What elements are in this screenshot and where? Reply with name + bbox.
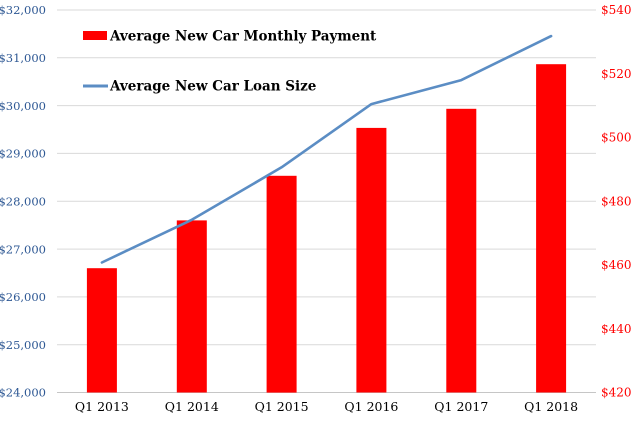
bar-q1-2015 [266, 175, 297, 393]
y-axis-left-tick-label: $31,000 [0, 51, 46, 65]
y-axis-left-tick-label: $30,000 [0, 99, 46, 113]
y-axis-right-tick-label: $420 [601, 386, 632, 400]
x-axis-tick-label: Q1 2017 [434, 399, 488, 414]
y-axis-left-tick-label: $26,000 [0, 290, 46, 304]
y-axis-right-tick-label: $500 [601, 131, 632, 145]
x-axis-tick-label: Q1 2014 [165, 399, 219, 414]
x-axis-tick-label: Q1 2016 [344, 399, 398, 414]
bar-q1-2013 [86, 268, 117, 393]
bar-q1-2016 [356, 127, 387, 393]
x-axis-tick-label: Q1 2013 [75, 399, 129, 414]
x-axis-tick-label: Q1 2015 [255, 399, 309, 414]
x-axis-tick-label: Q1 2018 [524, 399, 578, 414]
bar-q1-2017 [446, 108, 477, 393]
legend-label-loan-size: Average New Car Loan Size [109, 79, 316, 95]
y-axis-right-tick-label: $540 [601, 3, 632, 17]
y-axis-right-tick-label: $440 [601, 322, 632, 336]
loan-size-line [100, 34, 553, 264]
y-axis-left-tick-label: $28,000 [0, 194, 46, 208]
y-axis-right-tick-label: $460 [601, 258, 632, 272]
y-axis-left-tick-label: $24,000 [0, 386, 46, 400]
y-axis-right-tick-label: $520 [601, 67, 632, 81]
legend-label-monthly-payment: Average New Car Monthly Payment [109, 29, 377, 45]
y-axis-left-tick-label: $32,000 [0, 3, 46, 17]
bar-q1-2014 [176, 220, 207, 393]
y-axis-left-tick-label: $25,000 [0, 338, 46, 352]
legend-swatch-monthly-payment [83, 31, 107, 40]
y-axis-left-tick-label: $27,000 [0, 242, 46, 256]
y-axis-left-tick-label: $29,000 [0, 147, 46, 161]
bar-q1-2018 [536, 64, 567, 393]
y-axis-right-tick-label: $480 [601, 194, 632, 208]
